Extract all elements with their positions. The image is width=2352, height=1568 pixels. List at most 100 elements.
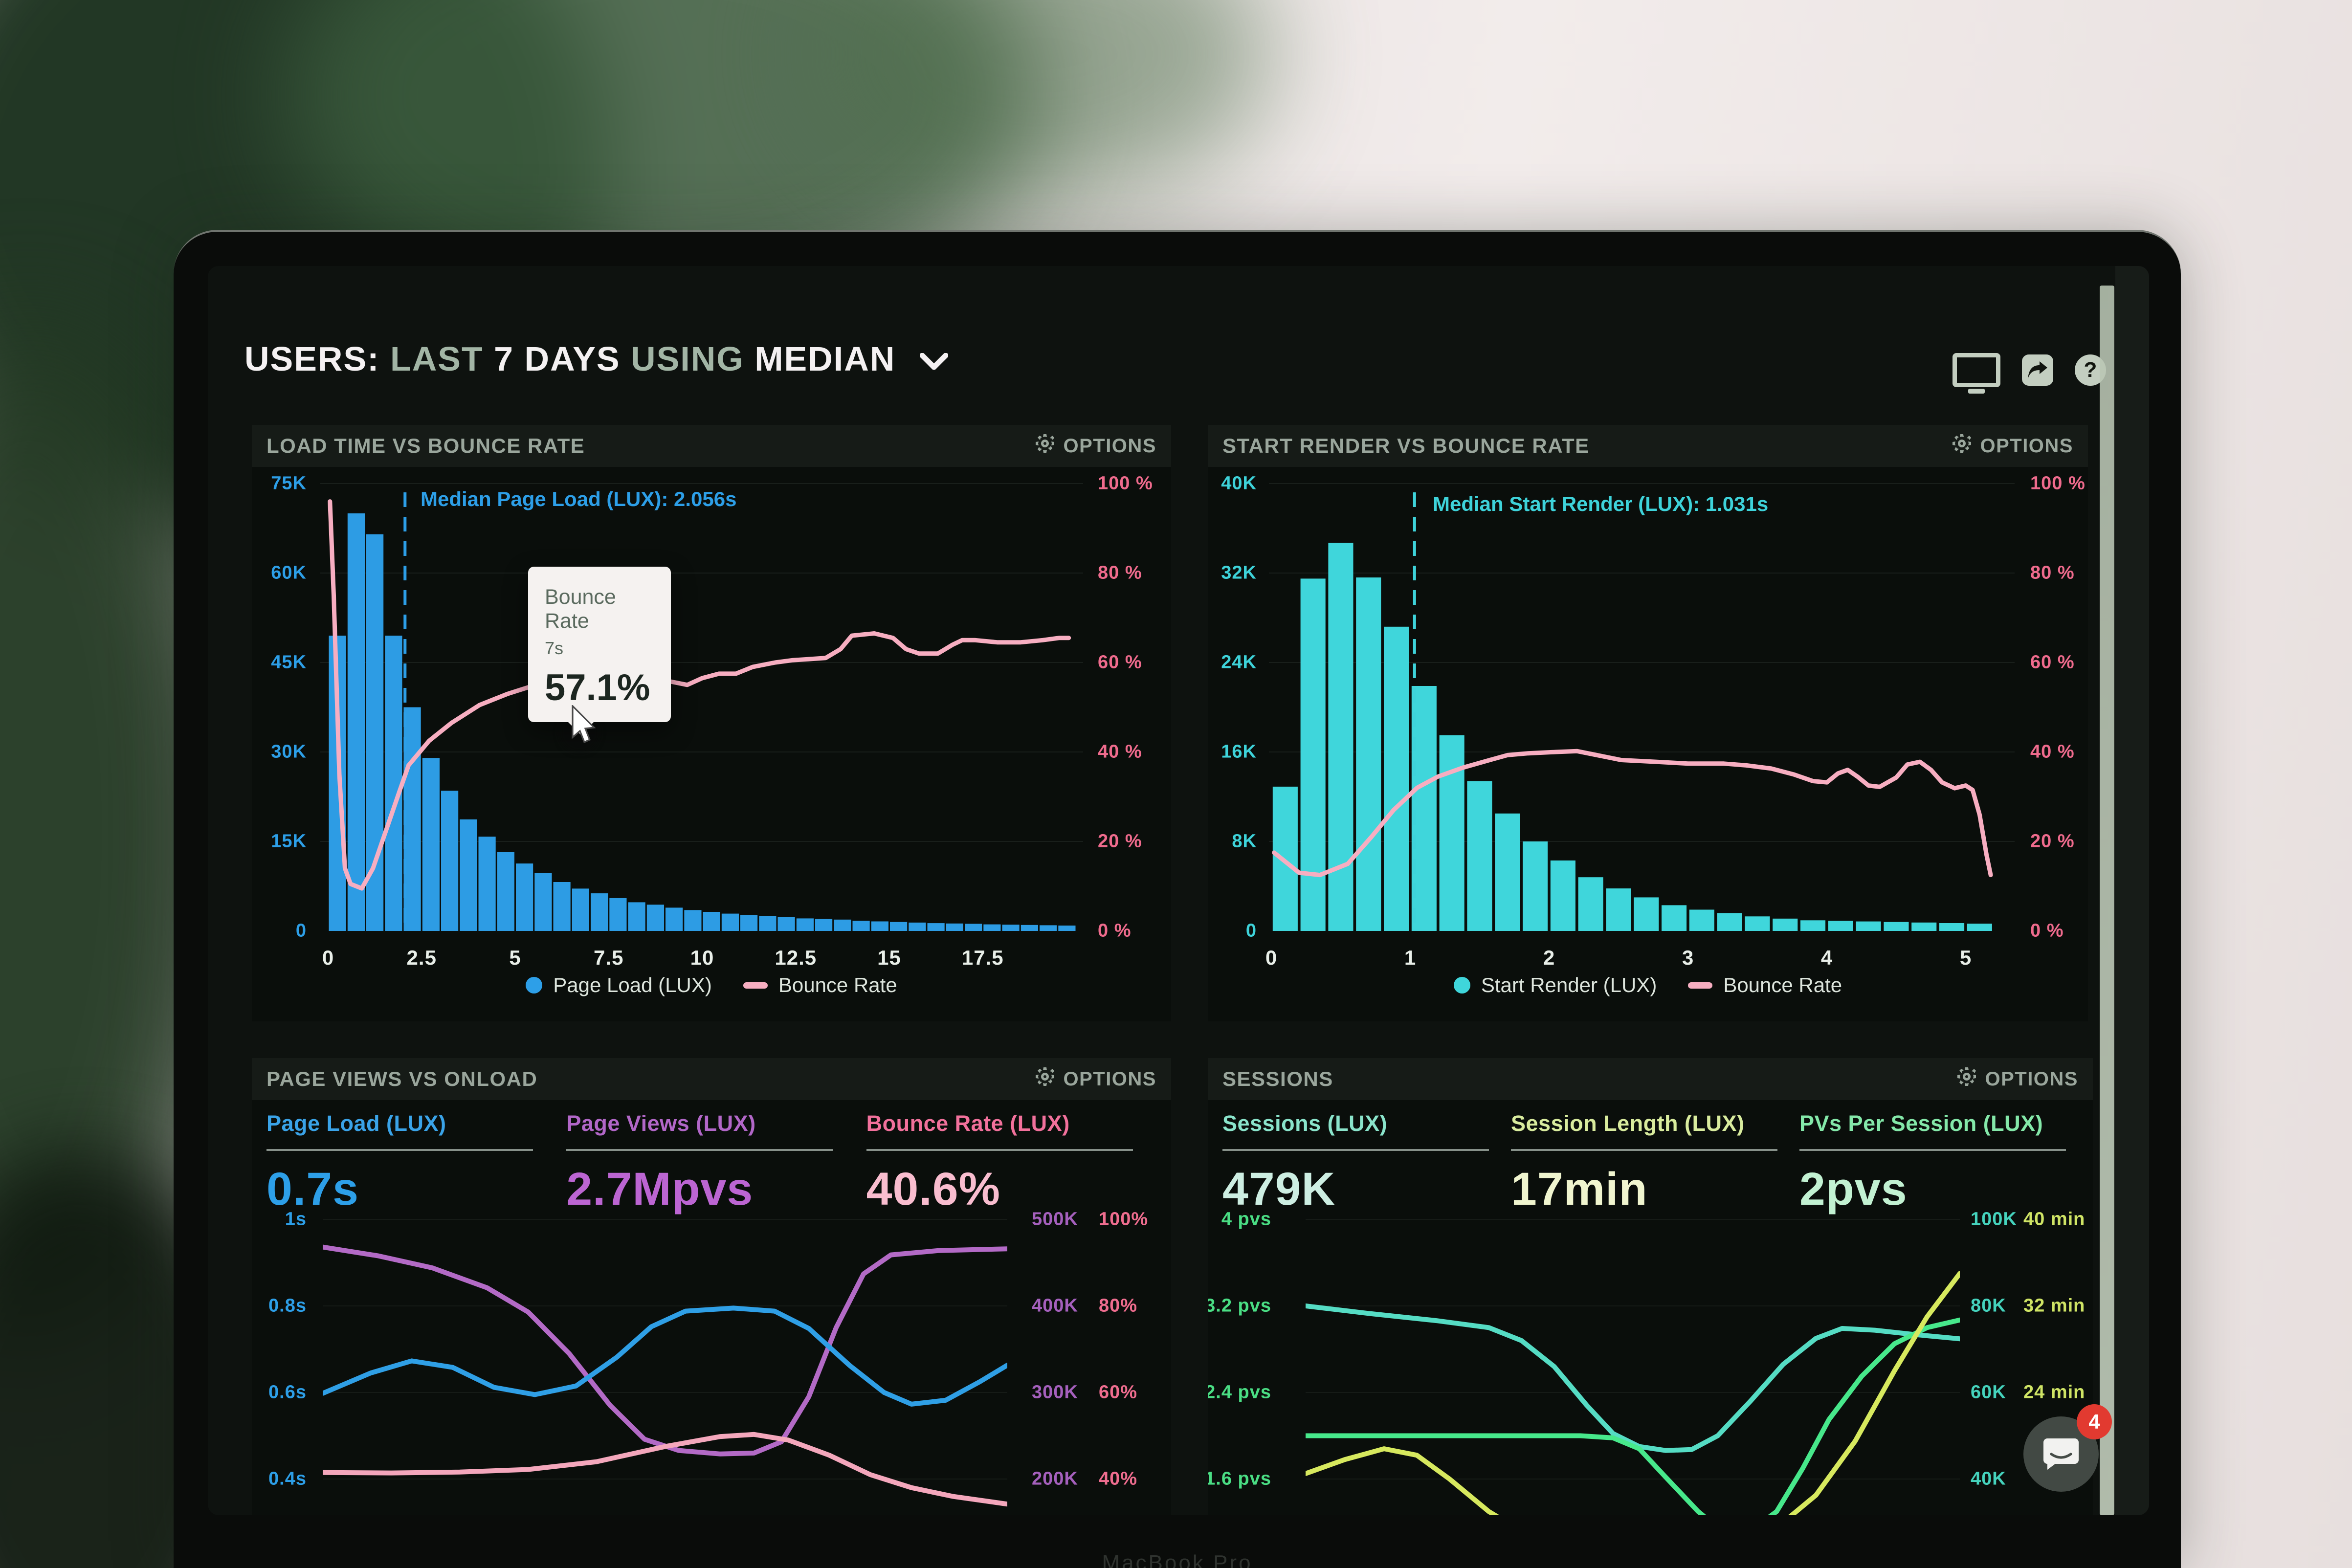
histogram-bar[interactable] <box>497 852 514 931</box>
histogram-bar[interactable] <box>1606 888 1631 931</box>
histogram-bar[interactable] <box>1939 923 1965 931</box>
histogram-bar[interactable] <box>1467 781 1492 931</box>
options-label: OPTIONS <box>1063 1068 1156 1090</box>
histogram-bar[interactable] <box>1384 626 1409 931</box>
scrollbar[interactable] <box>2100 286 2114 1515</box>
histogram-bar[interactable] <box>815 919 833 931</box>
histogram-bar[interactable] <box>1300 578 1326 931</box>
histogram-bar[interactable] <box>759 916 777 931</box>
histogram-bar[interactable] <box>871 921 888 931</box>
histogram-bar[interactable] <box>1717 913 1742 931</box>
legend-item[interactable]: Page Load (LUX) <box>526 973 712 997</box>
left-axis-label: 1s <box>285 1209 307 1230</box>
histogram-bar[interactable] <box>1328 543 1354 931</box>
histogram-bar[interactable] <box>1040 925 1057 931</box>
metric-sessions: Sessions (LUX) 479K <box>1222 1111 1511 1216</box>
histogram-bar[interactable] <box>1745 916 1770 931</box>
histogram-bar[interactable] <box>385 636 402 931</box>
histogram-bar[interactable] <box>983 924 1001 931</box>
metric-label: Bounce Rate (LUX) <box>866 1111 1070 1136</box>
histogram-bar[interactable] <box>1523 841 1548 931</box>
left-axis-label: 15K <box>271 831 307 852</box>
histogram-bar[interactable] <box>516 863 533 931</box>
histogram-bar[interactable] <box>1773 918 1798 931</box>
histogram-bar[interactable] <box>572 888 589 931</box>
histogram-bar[interactable] <box>1800 920 1826 931</box>
right-axis-k-label: 100K <box>1971 1209 2017 1230</box>
x-tick-label: 2 <box>1543 946 1555 969</box>
histogram-bar[interactable] <box>909 922 926 931</box>
chevron-down-icon[interactable] <box>919 339 949 378</box>
histogram-bar[interactable] <box>796 918 814 931</box>
title-last: LAST <box>390 340 484 378</box>
legend-label: Bounce Rate <box>778 973 897 996</box>
histogram-bar[interactable] <box>1002 925 1020 931</box>
gear-icon <box>1952 433 1972 459</box>
legend-item[interactable]: Start Render (LUX) <box>1453 973 1657 997</box>
left-axis-label: 0 <box>1245 920 1257 941</box>
options-button[interactable]: OPTIONS <box>1035 1066 1156 1092</box>
histogram-bar[interactable] <box>553 882 571 931</box>
options-button[interactable]: OPTIONS <box>1035 433 1156 459</box>
display-icon[interactable] <box>1953 353 2000 387</box>
legend-item[interactable]: Bounce Rate <box>743 973 897 997</box>
histogram-bar[interactable] <box>703 912 720 931</box>
histogram-bar[interactable] <box>1856 921 1881 931</box>
histogram-bar[interactable] <box>460 819 477 931</box>
histogram-bar[interactable] <box>1689 909 1714 931</box>
histogram-bar[interactable] <box>628 902 645 931</box>
laptop: USERS: LAST 7 DAYS USING MEDIAN ? LOAD <box>174 230 2181 1568</box>
options-button[interactable]: OPTIONS <box>1952 433 2073 459</box>
histogram-bar[interactable] <box>441 791 459 931</box>
histogram-bar[interactable] <box>777 917 795 931</box>
histogram-bar[interactable] <box>721 913 739 931</box>
histogram-bar[interactable] <box>422 758 440 931</box>
histogram-bar[interactable] <box>927 923 945 931</box>
histogram-bar[interactable] <box>965 924 982 931</box>
left-axis-label: 2.4 pvs <box>1208 1382 1271 1403</box>
histogram-bar[interactable] <box>534 873 552 931</box>
tooltip-subtitle: 7s <box>545 638 564 658</box>
left-axis-label: 32K <box>1221 562 1257 583</box>
histogram-bar[interactable] <box>684 910 702 931</box>
histogram-bar[interactable] <box>591 893 608 931</box>
title-median[interactable]: MEDIAN <box>754 340 896 378</box>
histogram-bar[interactable] <box>1911 922 1937 931</box>
histogram-bar[interactable] <box>1550 860 1575 931</box>
options-button[interactable]: OPTIONS <box>1956 1066 2078 1092</box>
page-title: USERS: LAST 7 DAYS USING MEDIAN <box>244 339 949 378</box>
histogram-bar[interactable] <box>403 707 421 931</box>
histogram-bar[interactable] <box>1058 926 1076 931</box>
histogram-bar[interactable] <box>666 907 683 931</box>
series-line-pvs-per-session <box>1306 1317 1960 1515</box>
legend-label: Page Load (LUX) <box>553 973 712 996</box>
histogram-bar[interactable] <box>852 921 870 931</box>
histogram-bar[interactable] <box>946 923 963 931</box>
histogram-bar[interactable] <box>834 919 851 931</box>
histogram-bar[interactable] <box>478 837 496 931</box>
histogram-bar[interactable] <box>1495 813 1520 931</box>
chart-canvas-startrender <box>1269 483 2015 931</box>
histogram-bar[interactable] <box>1634 897 1659 931</box>
histogram-bar[interactable] <box>646 905 664 931</box>
histogram-bar[interactable] <box>609 898 627 931</box>
histogram-bar[interactable] <box>740 915 758 931</box>
histogram-bar[interactable] <box>1662 905 1687 931</box>
x-tick-label: 15 <box>877 946 901 969</box>
histogram-bar[interactable] <box>1884 922 1909 931</box>
histogram-bar[interactable] <box>1828 921 1853 931</box>
histogram-bar[interactable] <box>1021 925 1038 931</box>
histogram-bar[interactable] <box>1439 735 1464 931</box>
histogram-bar[interactable] <box>1578 877 1603 931</box>
legend-item[interactable]: Bounce Rate <box>1688 973 1842 997</box>
panel-title: START RENDER VS BOUNCE RATE <box>1222 434 1590 457</box>
histogram-bar[interactable] <box>347 513 365 931</box>
metric-label: Sessions (LUX) <box>1222 1111 1388 1136</box>
share-icon[interactable] <box>2022 354 2053 386</box>
histogram-bar[interactable] <box>1967 924 1992 931</box>
histogram-bar[interactable] <box>890 922 908 931</box>
metric-page-views: Page Views (LUX) 2.7Mpvs <box>566 1111 866 1216</box>
histogram-bar[interactable] <box>1356 577 1381 931</box>
panel-page-views-header: PAGE VIEWS VS ONLOAD OPTIONS <box>252 1058 1171 1100</box>
left-axis-label: 1.6 pvs <box>1208 1468 1271 1489</box>
